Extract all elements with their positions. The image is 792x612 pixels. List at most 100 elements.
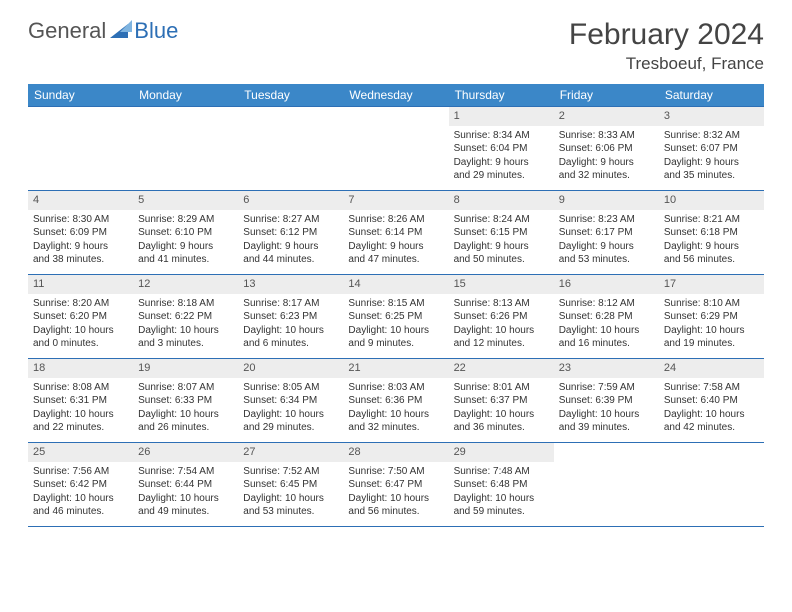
daylight-line1: Daylight: 10 hours bbox=[348, 324, 443, 338]
day-body: Sunrise: 8:07 AMSunset: 6:33 PMDaylight:… bbox=[133, 378, 238, 438]
sunset-text: Sunset: 6:09 PM bbox=[33, 226, 128, 240]
calendar-week-row: 18Sunrise: 8:08 AMSunset: 6:31 PMDayligh… bbox=[28, 359, 764, 443]
daylight-line2: and 42 minutes. bbox=[664, 421, 759, 435]
calendar-day-cell: 13Sunrise: 8:17 AMSunset: 6:23 PMDayligh… bbox=[238, 275, 343, 359]
day-body: Sunrise: 8:10 AMSunset: 6:29 PMDaylight:… bbox=[659, 294, 764, 354]
sunset-text: Sunset: 6:23 PM bbox=[243, 310, 338, 324]
day-body: Sunrise: 8:23 AMSunset: 6:17 PMDaylight:… bbox=[554, 210, 659, 270]
daylight-line2: and 6 minutes. bbox=[243, 337, 338, 351]
weekday-thursday: Thursday bbox=[449, 84, 554, 107]
day-body: Sunrise: 8:05 AMSunset: 6:34 PMDaylight:… bbox=[238, 378, 343, 438]
day-number: 4 bbox=[28, 191, 133, 210]
day-body: Sunrise: 8:26 AMSunset: 6:14 PMDaylight:… bbox=[343, 210, 448, 270]
sunrise-text: Sunrise: 7:50 AM bbox=[348, 465, 443, 479]
day-number: 20 bbox=[238, 359, 343, 378]
daylight-line1: Daylight: 10 hours bbox=[664, 324, 759, 338]
sunset-text: Sunset: 6:31 PM bbox=[33, 394, 128, 408]
daylight-line2: and 44 minutes. bbox=[243, 253, 338, 267]
weekday-sunday: Sunday bbox=[28, 84, 133, 107]
day-body: Sunrise: 8:30 AMSunset: 6:09 PMDaylight:… bbox=[28, 210, 133, 270]
daylight-line1: Daylight: 10 hours bbox=[243, 408, 338, 422]
calendar-empty-cell bbox=[554, 443, 659, 527]
sunrise-text: Sunrise: 8:34 AM bbox=[454, 129, 549, 143]
day-body: Sunrise: 8:15 AMSunset: 6:25 PMDaylight:… bbox=[343, 294, 448, 354]
daylight-line1: Daylight: 10 hours bbox=[33, 408, 128, 422]
sunset-text: Sunset: 6:28 PM bbox=[559, 310, 654, 324]
day-number: 23 bbox=[554, 359, 659, 378]
day-body: Sunrise: 7:48 AMSunset: 6:48 PMDaylight:… bbox=[449, 462, 554, 522]
daylight-line2: and 56 minutes. bbox=[664, 253, 759, 267]
sunrise-text: Sunrise: 8:03 AM bbox=[348, 381, 443, 395]
day-number: 3 bbox=[659, 107, 764, 126]
day-number: 9 bbox=[554, 191, 659, 210]
calendar-day-cell: 27Sunrise: 7:52 AMSunset: 6:45 PMDayligh… bbox=[238, 443, 343, 527]
sunrise-text: Sunrise: 7:48 AM bbox=[454, 465, 549, 479]
calendar-week-row: 11Sunrise: 8:20 AMSunset: 6:20 PMDayligh… bbox=[28, 275, 764, 359]
sunset-text: Sunset: 6:36 PM bbox=[348, 394, 443, 408]
day-body: Sunrise: 8:24 AMSunset: 6:15 PMDaylight:… bbox=[449, 210, 554, 270]
day-body: Sunrise: 7:54 AMSunset: 6:44 PMDaylight:… bbox=[133, 462, 238, 522]
location-label: Tresboeuf, France bbox=[569, 54, 764, 74]
daylight-line1: Daylight: 10 hours bbox=[138, 324, 233, 338]
sunset-text: Sunset: 6:45 PM bbox=[243, 478, 338, 492]
day-body: Sunrise: 8:21 AMSunset: 6:18 PMDaylight:… bbox=[659, 210, 764, 270]
day-body: Sunrise: 8:27 AMSunset: 6:12 PMDaylight:… bbox=[238, 210, 343, 270]
daylight-line1: Daylight: 9 hours bbox=[454, 156, 549, 170]
day-body: Sunrise: 8:34 AMSunset: 6:04 PMDaylight:… bbox=[449, 126, 554, 186]
day-body: Sunrise: 7:50 AMSunset: 6:47 PMDaylight:… bbox=[343, 462, 448, 522]
sunrise-text: Sunrise: 8:07 AM bbox=[138, 381, 233, 395]
day-body: Sunrise: 8:08 AMSunset: 6:31 PMDaylight:… bbox=[28, 378, 133, 438]
calendar-day-cell: 21Sunrise: 8:03 AMSunset: 6:36 PMDayligh… bbox=[343, 359, 448, 443]
calendar-week-row: 4Sunrise: 8:30 AMSunset: 6:09 PMDaylight… bbox=[28, 191, 764, 275]
sunset-text: Sunset: 6:20 PM bbox=[33, 310, 128, 324]
sunrise-text: Sunrise: 8:24 AM bbox=[454, 213, 549, 227]
calendar-day-cell: 25Sunrise: 7:56 AMSunset: 6:42 PMDayligh… bbox=[28, 443, 133, 527]
daylight-line2: and 39 minutes. bbox=[559, 421, 654, 435]
day-body: Sunrise: 7:52 AMSunset: 6:45 PMDaylight:… bbox=[238, 462, 343, 522]
calendar-day-cell: 28Sunrise: 7:50 AMSunset: 6:47 PMDayligh… bbox=[343, 443, 448, 527]
daylight-line1: Daylight: 9 hours bbox=[559, 240, 654, 254]
sunset-text: Sunset: 6:39 PM bbox=[559, 394, 654, 408]
daylight-line1: Daylight: 9 hours bbox=[33, 240, 128, 254]
day-number: 26 bbox=[133, 443, 238, 462]
sunset-text: Sunset: 6:47 PM bbox=[348, 478, 443, 492]
daylight-line1: Daylight: 10 hours bbox=[138, 492, 233, 506]
sunrise-text: Sunrise: 8:29 AM bbox=[138, 213, 233, 227]
daylight-line1: Daylight: 9 hours bbox=[664, 240, 759, 254]
sunset-text: Sunset: 6:22 PM bbox=[138, 310, 233, 324]
calendar-day-cell: 3Sunrise: 8:32 AMSunset: 6:07 PMDaylight… bbox=[659, 107, 764, 191]
sunrise-text: Sunrise: 7:59 AM bbox=[559, 381, 654, 395]
weekday-header-row: Sunday Monday Tuesday Wednesday Thursday… bbox=[28, 84, 764, 107]
weekday-monday: Monday bbox=[133, 84, 238, 107]
calendar-day-cell: 7Sunrise: 8:26 AMSunset: 6:14 PMDaylight… bbox=[343, 191, 448, 275]
daylight-line2: and 0 minutes. bbox=[33, 337, 128, 351]
daylight-line2: and 35 minutes. bbox=[664, 169, 759, 183]
weekday-wednesday: Wednesday bbox=[343, 84, 448, 107]
day-body: Sunrise: 8:32 AMSunset: 6:07 PMDaylight:… bbox=[659, 126, 764, 186]
sunset-text: Sunset: 6:42 PM bbox=[33, 478, 128, 492]
sunrise-text: Sunrise: 8:21 AM bbox=[664, 213, 759, 227]
daylight-line1: Daylight: 10 hours bbox=[348, 492, 443, 506]
daylight-line2: and 56 minutes. bbox=[348, 505, 443, 519]
sunrise-text: Sunrise: 8:18 AM bbox=[138, 297, 233, 311]
daylight-line2: and 38 minutes. bbox=[33, 253, 128, 267]
day-number: 18 bbox=[28, 359, 133, 378]
daylight-line1: Daylight: 10 hours bbox=[559, 324, 654, 338]
day-number: 2 bbox=[554, 107, 659, 126]
calendar-day-cell: 23Sunrise: 7:59 AMSunset: 6:39 PMDayligh… bbox=[554, 359, 659, 443]
sunrise-text: Sunrise: 8:26 AM bbox=[348, 213, 443, 227]
daylight-line2: and 59 minutes. bbox=[454, 505, 549, 519]
day-body: Sunrise: 7:56 AMSunset: 6:42 PMDaylight:… bbox=[28, 462, 133, 522]
calendar-week-row: 25Sunrise: 7:56 AMSunset: 6:42 PMDayligh… bbox=[28, 443, 764, 527]
day-number: 17 bbox=[659, 275, 764, 294]
day-number: 6 bbox=[238, 191, 343, 210]
day-number: 16 bbox=[554, 275, 659, 294]
calendar-day-cell: 12Sunrise: 8:18 AMSunset: 6:22 PMDayligh… bbox=[133, 275, 238, 359]
day-number: 24 bbox=[659, 359, 764, 378]
day-body: Sunrise: 8:03 AMSunset: 6:36 PMDaylight:… bbox=[343, 378, 448, 438]
calendar-day-cell: 14Sunrise: 8:15 AMSunset: 6:25 PMDayligh… bbox=[343, 275, 448, 359]
calendar-empty-cell bbox=[659, 443, 764, 527]
calendar-day-cell: 16Sunrise: 8:12 AMSunset: 6:28 PMDayligh… bbox=[554, 275, 659, 359]
calendar-empty-cell bbox=[343, 107, 448, 191]
sunrise-text: Sunrise: 8:32 AM bbox=[664, 129, 759, 143]
